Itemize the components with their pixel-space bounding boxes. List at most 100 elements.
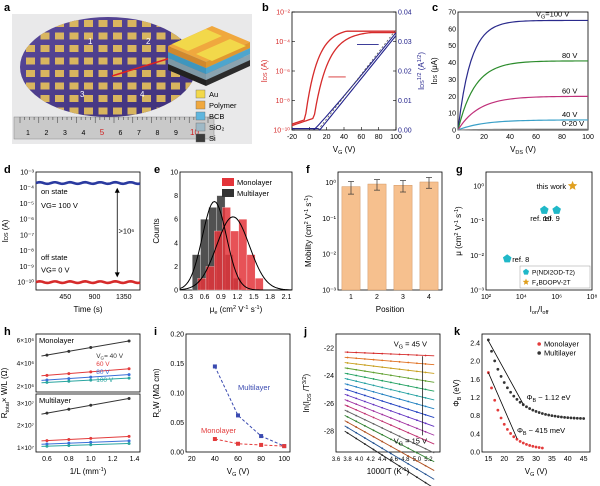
arrhenius-point [389, 395, 392, 398]
barrier-point-multilayer [490, 349, 493, 353]
barrier-point-multilayer [547, 413, 551, 417]
arrhenius-line [344, 367, 435, 383]
panel-label: g [456, 164, 463, 176]
arrhenius-point [389, 374, 392, 377]
wafer-pad [171, 32, 180, 40]
arrhenius-point [346, 426, 349, 429]
annotation-on-state: on state [41, 187, 68, 196]
y-tick-label: 10⁻³ [20, 170, 34, 177]
wafer-pad [156, 32, 166, 40]
wafer-pad [156, 45, 166, 52]
ruler-number: 10 [190, 128, 199, 137]
arrhenius-point [372, 365, 375, 368]
y-tick-label: 4 [174, 240, 178, 247]
histogram-bar [246, 254, 256, 291]
wafer-pad [98, 32, 108, 40]
y-tick-label: 10⁻⁸ [20, 248, 34, 255]
arrhenius-point [372, 448, 375, 451]
x-tick-label: 1350 [116, 294, 132, 301]
panel-j: j 3.6 3.8 4.0 4.2 4.4 4.6 4.8 5.0 5.2 -28 -26 -24 -2… [300, 324, 450, 486]
y-tick-label: 10⁻¹⁰ [273, 127, 290, 135]
y-tick-label: -24 [324, 373, 334, 380]
tlm-point [89, 403, 93, 407]
y-tick-label: 10⁻¹ [322, 216, 336, 223]
y-tick-label: 10⁻⁶ [276, 69, 290, 76]
axis-ylabel: Rtotal× W/L (Ω) [0, 367, 11, 418]
arrhenius-point [415, 354, 418, 357]
axis-xlabel: Position [376, 305, 404, 314]
barrier-point-multilayer [579, 417, 582, 420]
y-tick-label: 10⁻³ [470, 288, 484, 295]
wafer-pad [113, 45, 122, 52]
arrhenius-line [344, 383, 435, 410]
wafer-pad [40, 45, 50, 52]
arrhenius-point [424, 447, 427, 450]
annotation-bottom: VG = 15 V [394, 437, 427, 448]
arrhenius-point [407, 385, 410, 387]
y-tick-label: 10⁻² [470, 253, 484, 260]
x-tick-label: 0.8 [64, 456, 74, 463]
arrhenius-point [346, 415, 349, 418]
wafer-pad [127, 57, 137, 65]
arrhenius-point [407, 400, 410, 403]
y-tick-label: 1×10⁷ [17, 445, 35, 452]
x-tick-label: 3.8 [343, 457, 352, 463]
barrier-point-multilayer [534, 410, 538, 413]
x-tick-label: 20 [500, 456, 508, 463]
data-point [540, 205, 549, 214]
arrhenius-point [381, 393, 384, 396]
arrhenius-line [344, 351, 435, 357]
arrhenius-point [407, 431, 410, 434]
panel-label: h [4, 326, 11, 338]
x-tick-label: 5.0 [413, 457, 422, 463]
y-tick-label: 40 [448, 60, 456, 67]
vg-label: 100 V [96, 377, 114, 384]
axis-ylabel: Mobility (cm2 V-1 s-1) [304, 195, 313, 267]
arrhenius-point [346, 367, 349, 370]
arrhenius-point [381, 413, 384, 416]
chart-k: 15 20 25 30 35 40 45 0.0 0.4 0.8 1.2 1.6 2.0 2.4 VG (V… [452, 333, 591, 478]
wafer-pad [142, 95, 151, 102]
barrier-point-multilayer [566, 416, 570, 420]
arrhenius-point [381, 373, 384, 375]
arrhenius-point [346, 410, 349, 413]
arrhenius-point [381, 440, 384, 443]
arrhenius-point [389, 402, 392, 405]
x-tick-label: 40 [564, 456, 572, 463]
vg-label: 80 V [96, 369, 110, 376]
wafer-pad [84, 107, 93, 115]
arrhenius-point [363, 382, 366, 385]
tlm-fit-line [41, 440, 130, 445]
histogram-bar [197, 278, 207, 291]
wafer-pad [40, 32, 50, 40]
legend-marker [522, 278, 530, 285]
wafer-pad [84, 20, 93, 27]
arrhenius-point [424, 456, 427, 459]
x-tick-label: 0 [307, 134, 311, 141]
tlm-point [89, 375, 93, 379]
contact-resistance-line [214, 438, 285, 447]
arrhenius-point [372, 397, 375, 400]
annotation-on-vg: VG= 100 V [41, 201, 78, 210]
barrier-point-multilayer [506, 386, 509, 390]
arrhenius-point [389, 424, 392, 426]
arrhenius-point [407, 439, 410, 442]
tlm-point [45, 353, 49, 357]
arrhenius-point [355, 408, 358, 411]
arrhenius-point [346, 362, 349, 364]
barrier-point-multilayer [560, 415, 563, 419]
x-tick-label: 45 [580, 456, 588, 463]
series-label: 0-20 V [562, 119, 584, 128]
axis-xlabel: 1/L (mm-1) [70, 467, 107, 476]
tlm-fit-line [41, 340, 130, 357]
wafer-pad [113, 70, 122, 77]
ruler-number: 4 [82, 130, 86, 137]
arrhenius-point [407, 377, 410, 380]
wafer-pad [98, 20, 108, 27]
y-tick-label: 6×10⁶ [17, 337, 35, 344]
barrier-point-multilayer [572, 416, 576, 420]
barrier-point-monolayer [528, 444, 532, 447]
arrhenius-point [346, 405, 349, 407]
arrhenius-point [407, 392, 410, 395]
data-point [567, 180, 578, 190]
